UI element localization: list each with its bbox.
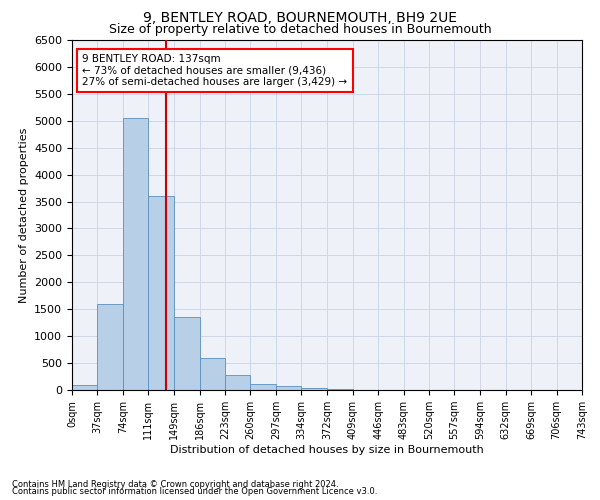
Text: Contains HM Land Registry data © Crown copyright and database right 2024.: Contains HM Land Registry data © Crown c… bbox=[12, 480, 338, 489]
Bar bbox=[225, 375, 250, 390]
Bar bbox=[301, 388, 326, 390]
Bar bbox=[174, 318, 200, 390]
Bar bbox=[200, 358, 225, 390]
Bar bbox=[97, 304, 123, 390]
Bar bbox=[250, 384, 276, 390]
Bar bbox=[148, 196, 173, 390]
X-axis label: Distribution of detached houses by size in Bournemouth: Distribution of detached houses by size … bbox=[170, 445, 484, 455]
Bar bbox=[72, 384, 97, 390]
Text: 9 BENTLEY ROAD: 137sqm
← 73% of detached houses are smaller (9,436)
27% of semi-: 9 BENTLEY ROAD: 137sqm ← 73% of detached… bbox=[82, 54, 347, 87]
Text: 9, BENTLEY ROAD, BOURNEMOUTH, BH9 2UE: 9, BENTLEY ROAD, BOURNEMOUTH, BH9 2UE bbox=[143, 11, 457, 25]
Bar bbox=[123, 118, 148, 390]
Y-axis label: Number of detached properties: Number of detached properties bbox=[19, 128, 29, 302]
Bar bbox=[276, 386, 301, 390]
Text: Size of property relative to detached houses in Bournemouth: Size of property relative to detached ho… bbox=[109, 22, 491, 36]
Text: Contains public sector information licensed under the Open Government Licence v3: Contains public sector information licen… bbox=[12, 487, 377, 496]
